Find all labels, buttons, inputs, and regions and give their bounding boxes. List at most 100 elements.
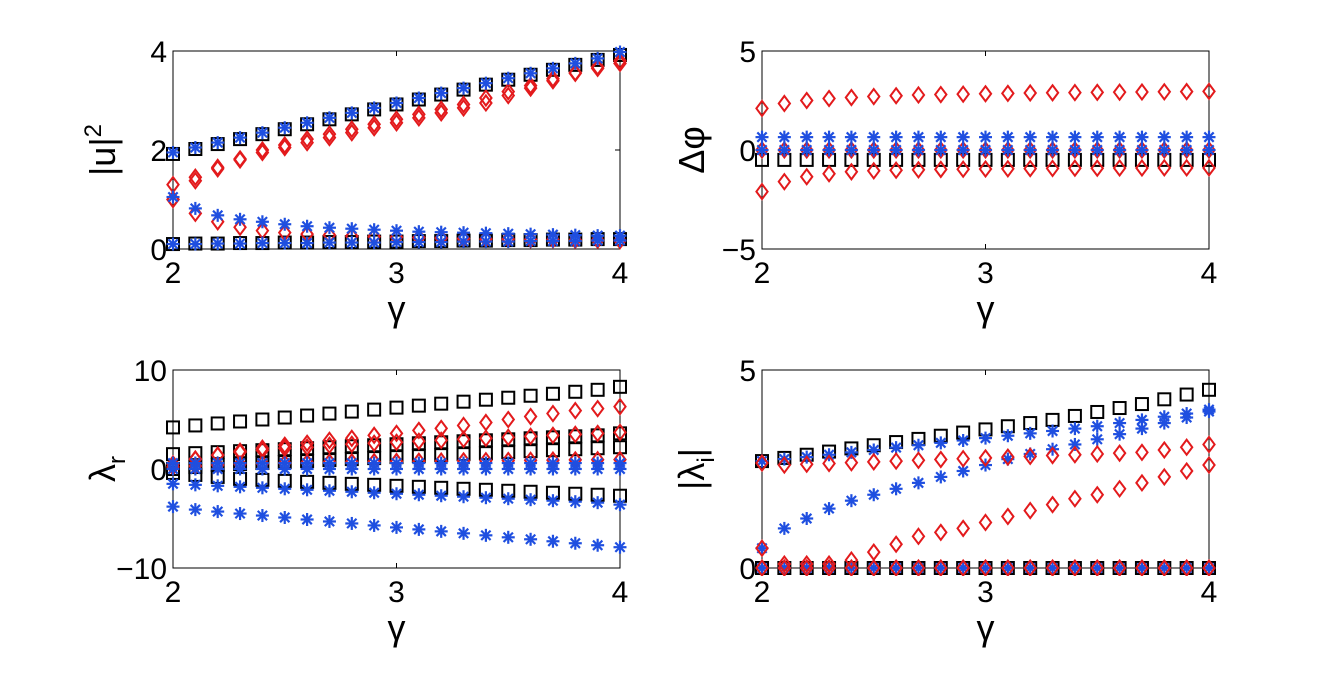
data-point-star xyxy=(322,462,336,476)
data-point-diamond xyxy=(866,161,881,180)
data-point-star xyxy=(568,56,582,70)
data-point-diamond xyxy=(1202,558,1216,576)
data-point-diamond xyxy=(233,149,247,169)
data-point-diamond xyxy=(389,110,404,129)
data-point-square xyxy=(613,379,627,394)
data-point-diamond xyxy=(822,164,836,183)
data-point-diamond xyxy=(799,554,814,574)
data-point-diamond xyxy=(1045,83,1060,102)
data-point-diamond xyxy=(300,129,314,149)
data-point-diamond xyxy=(844,558,859,576)
data-point-diamond xyxy=(501,82,516,101)
data-point-star xyxy=(1180,411,1194,425)
data-point-star xyxy=(546,462,560,476)
data-point-diamond xyxy=(1179,82,1194,101)
y-axis-label-tail: | xyxy=(671,448,712,457)
series-star xyxy=(166,190,627,243)
data-point-star xyxy=(345,485,359,499)
data-point-star xyxy=(300,512,314,526)
data-point-star xyxy=(524,462,538,476)
data-point-diamond xyxy=(889,86,903,105)
data-markers xyxy=(166,379,627,554)
data-point-star xyxy=(1180,130,1194,144)
data-point-star xyxy=(867,143,881,157)
data-point-diamond xyxy=(933,160,948,179)
data-point-square xyxy=(478,392,493,407)
y-tick-label: 0 xyxy=(739,135,756,168)
data-point-star xyxy=(934,130,948,144)
data-point-star xyxy=(434,524,448,538)
data-point-square xyxy=(277,410,292,425)
x-tick-label: 4 xyxy=(612,257,629,290)
data-point-star xyxy=(255,462,269,476)
data-point-star xyxy=(434,489,448,503)
data-point-diamond xyxy=(755,558,769,576)
data-point-star xyxy=(278,121,292,135)
data-point-star xyxy=(956,130,970,144)
data-point-star xyxy=(188,462,202,476)
data-point-star xyxy=(1157,416,1171,430)
data-point-star xyxy=(546,494,560,508)
y-axis-label-main: |λ xyxy=(671,463,712,490)
data-point-star xyxy=(412,488,426,502)
data-point-diamond xyxy=(799,558,814,576)
data-point-star xyxy=(322,484,336,498)
data-point-diamond xyxy=(1068,83,1082,102)
data-point-diamond xyxy=(956,558,971,576)
data-point-star xyxy=(322,236,336,250)
data-point-square xyxy=(188,418,203,433)
data-point-diamond xyxy=(978,159,993,179)
series-square xyxy=(166,379,627,435)
data-point-diamond xyxy=(1068,445,1082,464)
data-point-diamond xyxy=(613,54,627,73)
data-point-star xyxy=(300,236,314,250)
data-point-star xyxy=(479,235,493,249)
data-point-star xyxy=(844,494,858,508)
data-point-square xyxy=(434,396,449,411)
data-point-diamond xyxy=(434,431,449,450)
data-point-star xyxy=(979,143,992,157)
data-point-star xyxy=(979,431,992,445)
data-point-star xyxy=(755,130,769,144)
data-point-diamond xyxy=(1157,467,1172,487)
data-point-star xyxy=(800,143,814,157)
data-point-star xyxy=(367,101,381,115)
data-point-diamond xyxy=(844,550,859,570)
data-point-diamond xyxy=(277,138,292,157)
data-point-star xyxy=(390,487,403,501)
data-point-star xyxy=(479,76,493,90)
x-axis-label: γ xyxy=(388,288,406,329)
y-axis-label-main: λ xyxy=(82,464,123,482)
data-point-square xyxy=(322,406,337,421)
data-point-diamond xyxy=(777,554,792,574)
data-point-diamond xyxy=(568,63,583,82)
data-point-diamond xyxy=(300,434,314,453)
data-point-star xyxy=(367,223,381,237)
data-point-diamond xyxy=(411,105,426,124)
data-point-star xyxy=(1068,130,1082,144)
data-point-diamond xyxy=(933,85,948,104)
data-point-diamond xyxy=(613,397,627,416)
y-axis-label-main: Δφ xyxy=(671,126,712,173)
data-point-star xyxy=(524,532,538,546)
data-point-star xyxy=(211,479,225,493)
data-point-star xyxy=(390,96,403,110)
data-point-diamond xyxy=(799,455,814,474)
y-tick-label: 0 xyxy=(739,553,756,586)
data-point-star xyxy=(867,130,881,144)
data-point-star xyxy=(800,512,814,525)
data-point-diamond xyxy=(755,99,769,118)
panel-phase-difference: 2 3 4 −5 0 5 γ Δφ xyxy=(671,36,1217,329)
data-point-diamond xyxy=(933,558,948,576)
data-point-diamond xyxy=(1135,558,1149,576)
data-point-star xyxy=(479,528,493,542)
data-point-star xyxy=(166,145,180,159)
data-point-star xyxy=(188,237,202,251)
data-point-diamond xyxy=(568,401,583,420)
data-point-diamond xyxy=(1179,558,1194,576)
x-tick-label: 2 xyxy=(754,257,771,290)
data-point-diamond xyxy=(479,88,493,108)
data-point-star xyxy=(934,143,948,157)
data-point-square xyxy=(1090,404,1105,419)
data-point-star xyxy=(233,480,247,494)
